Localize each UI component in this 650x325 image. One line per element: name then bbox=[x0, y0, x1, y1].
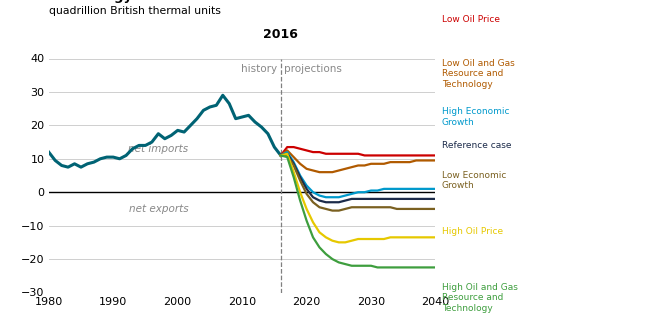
Text: Low Oil Price: Low Oil Price bbox=[442, 15, 500, 24]
Text: 2016: 2016 bbox=[263, 28, 298, 41]
Text: net exports: net exports bbox=[129, 204, 188, 214]
Text: Net energy trade: Net energy trade bbox=[49, 0, 177, 3]
Text: Low Oil and Gas
Resource and
Technology: Low Oil and Gas Resource and Technology bbox=[442, 58, 515, 89]
Text: High Economic
Growth: High Economic Growth bbox=[442, 107, 510, 127]
Text: Low Economic
Growth: Low Economic Growth bbox=[442, 171, 506, 190]
Text: High Oil Price: High Oil Price bbox=[442, 227, 503, 237]
Text: High Oil and Gas
Resource and
Technology: High Oil and Gas Resource and Technology bbox=[442, 283, 518, 313]
Text: Reference case: Reference case bbox=[442, 141, 512, 150]
Text: history: history bbox=[241, 63, 278, 73]
Text: quadrillion British thermal units: quadrillion British thermal units bbox=[49, 6, 220, 16]
Text: projections: projections bbox=[284, 63, 342, 73]
Text: net imports: net imports bbox=[128, 144, 188, 154]
